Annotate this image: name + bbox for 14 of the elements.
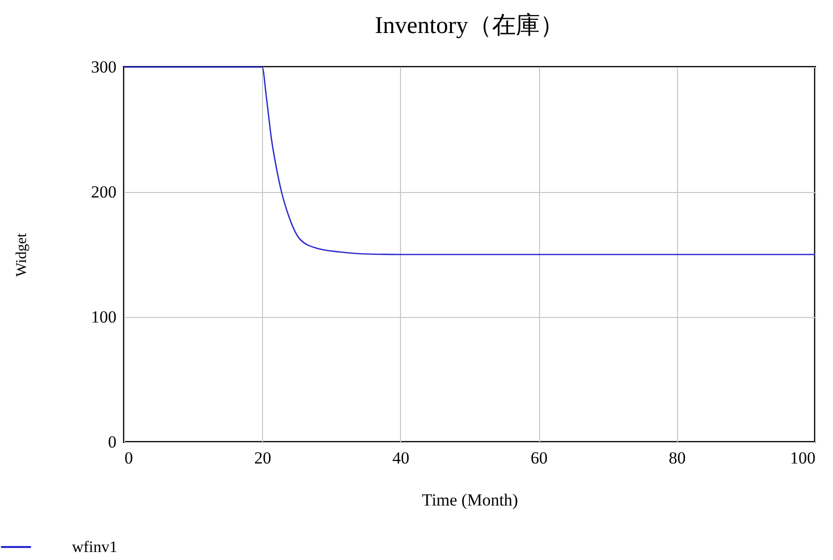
x-tick-label: 40	[392, 448, 410, 468]
x-tick-label: 100	[790, 448, 816, 468]
x-tick-label: 20	[254, 448, 272, 468]
chart-title: Inventory（在庫）	[374, 12, 564, 39]
y-axis-title: Widget	[14, 232, 30, 277]
x-axis-title: Time (Month)	[422, 490, 518, 510]
y-tick-label: 0	[108, 432, 116, 452]
y-tick-label: 100	[91, 308, 116, 326]
text: wfinv1	[72, 539, 118, 556]
y-tick-label: 200	[91, 182, 116, 202]
x-tick-label: 60	[530, 448, 548, 468]
x-tick-label: 80	[668, 448, 686, 468]
y-tick-label: 300	[91, 58, 116, 76]
x-tick-label: 0	[124, 448, 133, 468]
